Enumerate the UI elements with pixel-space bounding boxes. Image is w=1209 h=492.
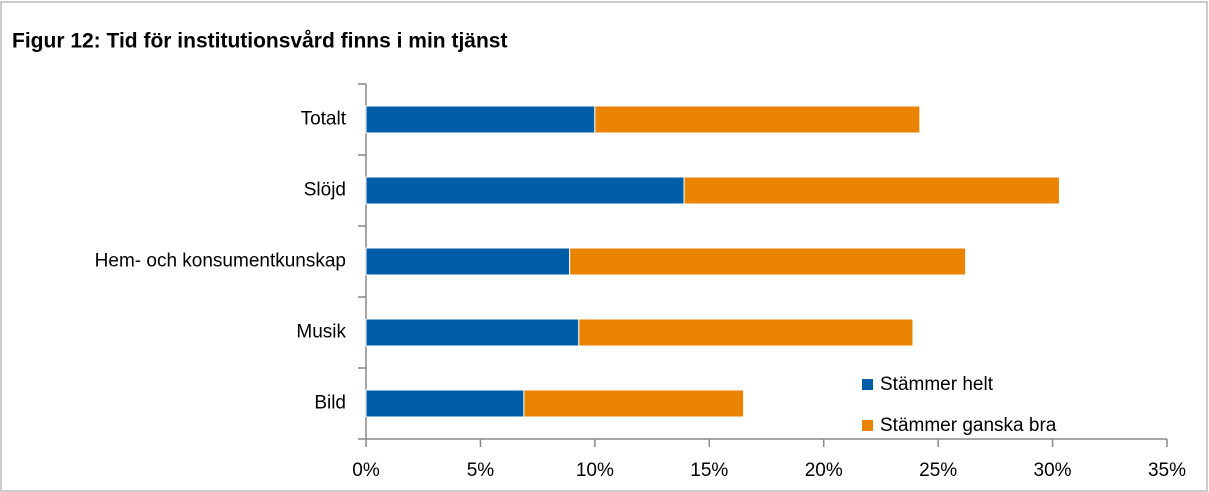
- y-tick-label: Totalt: [301, 109, 347, 130]
- bar: [365, 247, 571, 276]
- y-tick-label: Bild: [314, 393, 346, 414]
- x-tick-label: 10%: [576, 460, 614, 481]
- x-tick-label: 30%: [1034, 460, 1072, 481]
- bar: [569, 247, 967, 276]
- bar: [594, 105, 921, 134]
- legend-swatch: [862, 379, 873, 390]
- x-tick-label: 25%: [919, 460, 957, 481]
- bar: [365, 318, 580, 347]
- x-tick-label: 15%: [690, 460, 728, 481]
- legend-label: Stämmer helt: [880, 374, 994, 395]
- x-tick-label: 0%: [352, 460, 380, 481]
- bar: [365, 389, 525, 418]
- bar: [578, 318, 914, 347]
- y-tick-label: Musik: [296, 322, 346, 343]
- x-tick-label: 5%: [467, 460, 495, 481]
- x-tick-label: 35%: [1148, 460, 1186, 481]
- chart-title: Figur 12: Tid för institutionsvård finns…: [12, 30, 507, 53]
- x-tick-label: 20%: [805, 460, 843, 481]
- bar: [683, 176, 1060, 205]
- legend-swatch: [862, 420, 873, 431]
- y-tick-label: Hem- och konsumentkunskap: [95, 251, 346, 272]
- bar: [365, 176, 685, 205]
- y-tick-label: Slöjd: [304, 180, 346, 201]
- legend-label: Stämmer ganska bra: [880, 415, 1057, 436]
- bar: [523, 389, 745, 418]
- bar: [365, 105, 596, 134]
